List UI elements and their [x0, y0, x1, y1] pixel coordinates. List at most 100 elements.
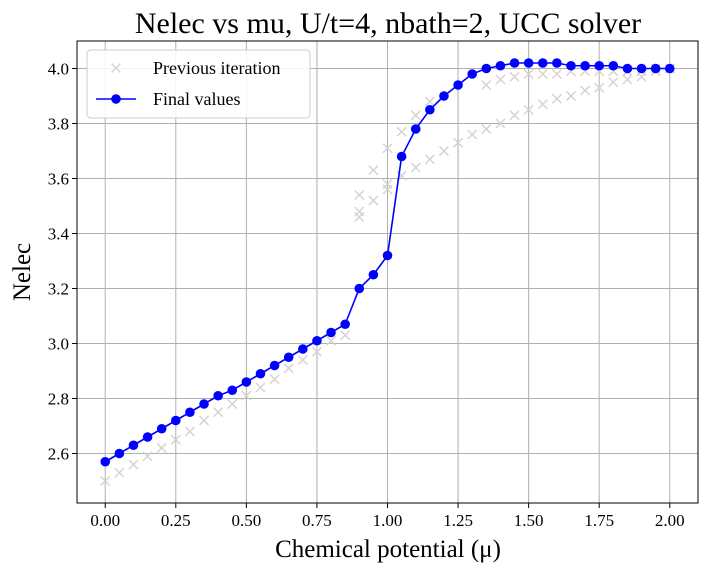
data-point [128, 459, 139, 470]
data-point [100, 475, 111, 487]
data-point [368, 195, 379, 206]
data-point [424, 96, 435, 107]
data-point [537, 68, 548, 80]
y-tick-label: 2.8 [48, 390, 69, 409]
data-point [354, 206, 365, 217]
y-axis-label: Nelec [9, 243, 36, 301]
legend-marker-previous [110, 62, 122, 74]
data-point [481, 63, 492, 74]
data-point [425, 104, 435, 115]
data-point [495, 118, 506, 129]
x-tick-label: 1.50 [514, 511, 544, 530]
x-axis-label: Chemical potential (μ) [275, 536, 501, 563]
data-point [523, 104, 534, 115]
x-tick-label: 1.25 [443, 511, 473, 530]
data-point [311, 346, 322, 357]
x-tick-label: 1.75 [584, 511, 614, 530]
data-point [241, 377, 252, 387]
data-point [283, 363, 294, 374]
data-point [622, 74, 633, 85]
data-point [509, 110, 520, 121]
data-point [241, 390, 252, 401]
data-point [354, 283, 365, 294]
series-1 [100, 58, 675, 467]
data-point [664, 63, 675, 74]
data-point [170, 415, 181, 426]
series-layer [100, 58, 675, 487]
y-tick-label: 3.6 [48, 170, 69, 189]
data-point [396, 151, 407, 162]
y-tick-label: 3.0 [48, 335, 69, 354]
data-point [523, 58, 534, 68]
data-point [269, 374, 280, 385]
data-point [255, 368, 266, 379]
data-point [410, 162, 421, 173]
data-point [438, 145, 449, 157]
data-point [566, 60, 576, 71]
data-point [537, 99, 548, 110]
data-point [467, 69, 477, 79]
x-tick-label: 0.25 [161, 511, 191, 530]
data-point [213, 390, 223, 401]
data-point [594, 60, 605, 71]
data-point [170, 434, 181, 445]
data-point [537, 58, 548, 68]
y-tick-label: 3.2 [48, 280, 69, 299]
data-point [340, 319, 350, 330]
data-point [213, 407, 224, 418]
data-point [156, 442, 167, 454]
data-point [495, 60, 506, 71]
data-point [650, 63, 661, 74]
data-point [185, 407, 195, 418]
y-tick-label: 3.8 [48, 115, 69, 134]
x-tick-label: 1.00 [373, 511, 403, 530]
data-point [608, 60, 619, 71]
data-point [368, 269, 379, 280]
data-point [565, 90, 577, 102]
data-point [142, 432, 153, 442]
x-tick-label: 0.50 [231, 511, 261, 530]
data-point [269, 360, 280, 371]
data-point [467, 129, 478, 140]
data-point [594, 82, 605, 93]
data-point [227, 385, 238, 396]
data-point [410, 124, 421, 134]
data-point [326, 335, 337, 346]
data-point [198, 415, 210, 426]
data-point [481, 79, 492, 91]
y-tick-label: 2.6 [48, 445, 69, 464]
data-point [552, 58, 562, 68]
data-point [523, 68, 534, 80]
x-tick-label: 0.75 [302, 511, 332, 530]
data-point [453, 80, 463, 90]
legend-box [86, 49, 311, 119]
data-point [100, 456, 111, 467]
grid [77, 41, 698, 503]
data-point [382, 250, 393, 261]
data-point [255, 382, 266, 393]
x-axis: 0.00 0.25 0.50 0.75 1.00 1.25 1.50 1.75 2.00 [90, 503, 685, 530]
data-point [340, 330, 351, 341]
data-point [326, 327, 336, 338]
data-point [114, 467, 125, 478]
data-point [481, 123, 492, 135]
data-point [382, 178, 393, 190]
data-point [184, 426, 195, 437]
x-tick-label: 0.00 [90, 511, 120, 530]
data-point [199, 399, 209, 409]
data-point [156, 423, 167, 434]
data-point [509, 58, 520, 68]
data-point [636, 63, 647, 74]
data-point [509, 71, 520, 82]
data-point [608, 77, 619, 88]
x-tick-label: 2.00 [655, 511, 685, 530]
data-point [453, 137, 464, 148]
data-point [142, 451, 153, 462]
y-tick-label: 3.4 [48, 225, 70, 244]
data-point [298, 344, 308, 354]
data-point [297, 354, 308, 366]
legend-marker-final [96, 94, 136, 104]
legend-x-marker [110, 62, 122, 74]
legend-entry-final: Final values [96, 89, 241, 109]
